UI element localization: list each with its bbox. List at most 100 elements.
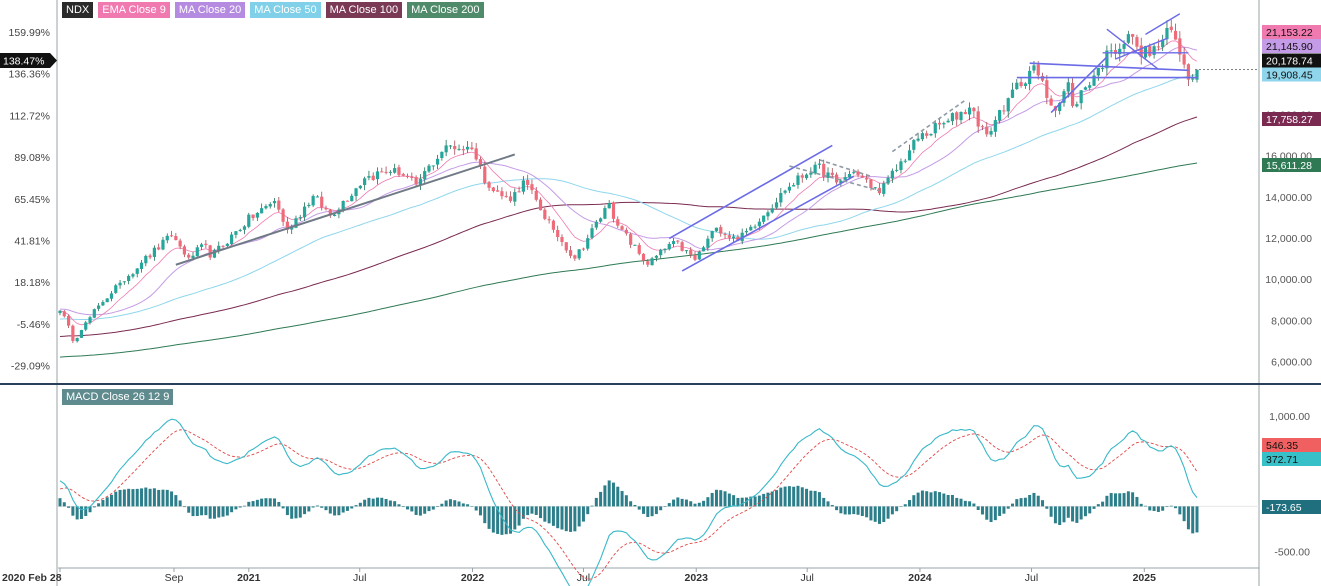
macd-histogram-bar [826,501,830,507]
candle [97,302,101,312]
candle [260,203,264,214]
candle [131,272,135,279]
candle [358,185,362,190]
candle-body [1122,44,1126,49]
macd-histogram-bar [1019,498,1023,507]
candle [122,281,126,285]
candle-body [976,111,980,127]
macd-histogram-bar [178,500,182,507]
candle-body [139,262,144,269]
macd-histogram-bar [633,504,637,507]
candle-body [466,146,470,150]
candle [762,215,766,225]
macd-histogram-bar [521,506,525,519]
candle [350,193,354,202]
candle [230,231,234,246]
macd-axis-tick: 1,000.00 [1269,411,1310,423]
candle [667,241,671,251]
candle-body [701,247,706,252]
macd-histogram-bar [976,506,980,511]
candle [285,217,289,234]
candle-body [1088,85,1092,88]
legend-item-ndx[interactable]: NDX [62,2,94,18]
candle-body [646,261,650,265]
macd-histogram-bar [517,506,521,526]
macd-histogram-bar [264,498,268,507]
candle [749,224,753,231]
candle [315,195,320,198]
candle-body [500,191,504,197]
candle-body [680,242,684,251]
macd-histogram-bar [1092,506,1096,509]
macd-histogram-bar [534,506,538,515]
macd-histogram-bar [174,495,178,507]
candle [431,165,435,171]
candle [371,172,375,181]
macd-histogram-bar [569,506,573,532]
macd-histogram-bar [1148,506,1152,511]
legend-item-ma200[interactable]: MA Close 200 [407,2,484,18]
candle [375,167,380,185]
candle [633,244,637,246]
macd-histogram-bar [496,506,500,534]
candle [551,219,556,233]
macd-histogram-bar [1131,492,1135,507]
macd-histogram-bar [706,497,710,507]
candle-body [131,274,135,277]
candle-body [568,250,573,256]
macd-histogram-bar [380,497,384,507]
candle [616,216,620,229]
candle [139,259,144,273]
price-label: 17,758.27 [1262,112,1321,126]
macd-histogram-bar [1156,506,1160,512]
price-label-text: 21,145.90 [1266,41,1313,53]
candle-body [388,171,392,173]
candle-body [345,200,350,202]
candle [298,214,302,222]
candle-body [302,206,307,218]
candle-body [710,231,714,239]
candle-body [843,177,847,180]
macd-histogram-bar [423,506,427,514]
candle [933,120,937,138]
macd-histogram-bar [457,501,461,507]
macd-histogram-bar [1135,496,1139,507]
candle-body [375,171,380,180]
candle [1079,89,1083,110]
candle [79,329,84,338]
macd-histogram-bar [968,501,972,507]
macd-histogram-bar [333,506,337,516]
macd-legend-label[interactable]: MACD Close 26 12 9 [62,389,174,405]
macd-histogram-bar [354,505,358,507]
macd-histogram-bar [328,506,332,514]
legend-item-ma100[interactable]: MA Close 100 [325,2,403,18]
candle [676,239,680,244]
candle [242,225,247,235]
macd-histogram-bar [959,498,963,507]
macd-histogram-bar [376,497,380,507]
percent-axis-tick: 41.81% [14,235,50,247]
trendline-channel-low [681,175,855,272]
candle-body [1126,34,1130,43]
macd-histogram-bar [448,499,452,507]
macd-histogram-bar [792,486,796,507]
candle [1161,34,1165,52]
legend-item-ema9[interactable]: EMA Close 9 [98,2,170,18]
trendline-flag-high [819,159,872,178]
macd-histogram-bar [1041,500,1045,507]
candle [547,216,551,224]
candle [1062,88,1066,107]
candle-body [152,247,156,257]
candle [71,324,75,344]
legend-item-ma20[interactable]: MA Close 20 [174,2,246,18]
percent-axis-tick: -29.09% [11,361,50,373]
legend-item-ma50[interactable]: MA Close 50 [250,2,321,18]
price-axis-tick: 10,000.00 [1265,274,1312,286]
candle [1092,70,1096,87]
macd-histogram-bar [337,506,341,516]
macd-histogram-bar [500,506,504,535]
macd-histogram-bar [341,506,345,513]
macd-histogram-bar [689,501,693,507]
candle [727,231,731,242]
